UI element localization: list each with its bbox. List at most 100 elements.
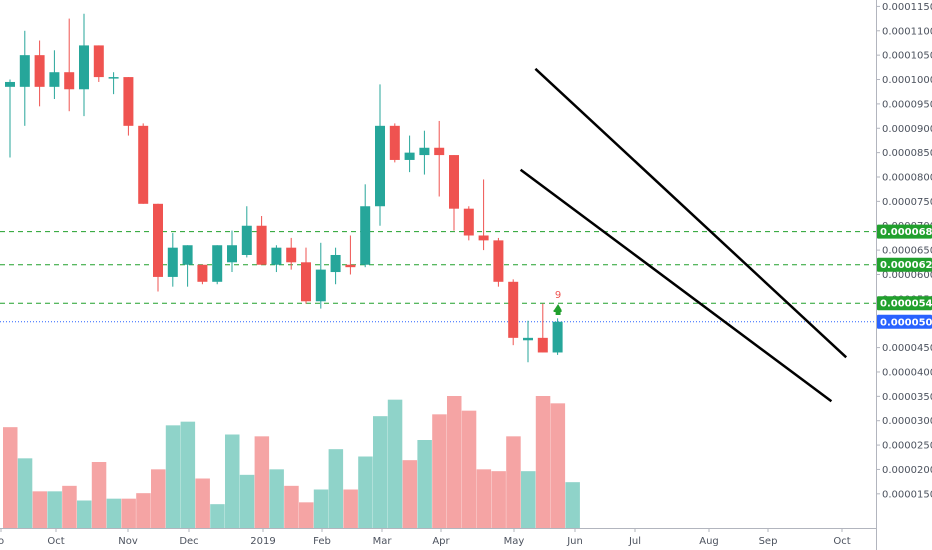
- volume-bar: [491, 471, 506, 528]
- y-tick-label: 0.0001100: [882, 26, 932, 37]
- volume-bar: [328, 449, 344, 528]
- candle-body: [271, 247, 282, 265]
- volume-bar: [358, 456, 373, 528]
- candle-body: [49, 72, 60, 87]
- x-tick-label: May: [504, 536, 525, 547]
- candle-body: [404, 152, 415, 160]
- x-tick-label: Feb: [313, 536, 331, 547]
- volume-bar: [136, 493, 151, 528]
- candle-body: [153, 203, 163, 277]
- candle-body: [241, 225, 252, 255]
- volume-bar: [210, 504, 225, 528]
- candle-body: [197, 264, 208, 282]
- x-tick-label: Apr: [432, 536, 450, 547]
- volume-bar: [180, 421, 196, 528]
- candle-body: [182, 245, 193, 265]
- candle-body: [478, 235, 489, 241]
- volume-bar: [343, 489, 358, 528]
- volume-bar: [151, 469, 166, 528]
- volume-bar: [32, 491, 48, 528]
- time-axis: o Oct Nov Dec 2019 Feb Mar Apr May Jun Jul Aug Sep Oc…: [0, 528, 876, 547]
- y-tick-label: 0.0000250: [882, 441, 932, 452]
- candle-body: [79, 45, 89, 90]
- volume-bar: [269, 469, 284, 528]
- volume-layer: [3, 396, 580, 528]
- x-tick-label: Dec: [179, 536, 198, 547]
- volume-bar: [47, 491, 62, 528]
- candle-body: [345, 264, 356, 268]
- x-tick-label: Oct: [47, 536, 64, 547]
- candle-body: [419, 147, 430, 156]
- volume-bar: [565, 482, 580, 528]
- price-level-tag: [877, 224, 932, 239]
- y-tick-label: 0.0000600: [882, 270, 932, 281]
- volume-bar: [195, 478, 210, 528]
- candle-body: [19, 55, 30, 87]
- price-axis: 0.0001150 0.0001100 0.0001050 0.0001000 0.00…: [876, 0, 932, 550]
- price-level-tag-text: 0.0000541: [880, 299, 932, 310]
- volume-bar: [3, 427, 18, 528]
- candle-body: [256, 225, 267, 265]
- volume-bar: [387, 399, 403, 528]
- candle-body: [493, 240, 504, 282]
- price-level-tag: [877, 296, 932, 311]
- x-tick-label: Aug: [699, 536, 719, 547]
- candle-body: [389, 125, 400, 160]
- last-price-tag: [877, 314, 932, 329]
- candle-body: [5, 81, 15, 87]
- candle-body: [167, 247, 178, 277]
- candle-body: [552, 321, 563, 353]
- candle-body: [301, 262, 311, 302]
- y-tick-label: 0.0000300: [882, 416, 932, 427]
- candle-body: [523, 337, 533, 341]
- price-level-tag-text: 0.0000688: [880, 227, 932, 238]
- trend-channel-line: [534, 67, 848, 359]
- volume-bar: [106, 498, 122, 528]
- candle-body: [286, 247, 297, 263]
- candle-body: [360, 206, 371, 265]
- y-tick-label: 0.0000950: [882, 99, 932, 110]
- volume-bar: [254, 436, 270, 528]
- candle-body: [108, 77, 119, 79]
- volume-bar: [447, 396, 462, 528]
- volume-bar: [77, 500, 92, 528]
- candle-body: [93, 45, 104, 78]
- volume-bar: [91, 462, 107, 528]
- y-tick-label: 0.0000850: [882, 148, 932, 159]
- volume-bar: [284, 485, 299, 528]
- candle-body: [330, 254, 341, 273]
- candle-body: [34, 55, 45, 87]
- y-tick-label: 0.0000650: [882, 246, 932, 257]
- candle-body: [227, 245, 237, 263]
- candle-body: [537, 337, 548, 353]
- candle-body: [449, 155, 459, 209]
- candle-body: [64, 72, 75, 90]
- volume-bar: [121, 498, 136, 528]
- y-tick-label: 0.0000150: [882, 489, 932, 500]
- volume-bar: [17, 458, 33, 528]
- y-tick-label: 0.0001050: [882, 51, 932, 62]
- candle-body: [315, 269, 326, 302]
- x-tick-label: 2019: [250, 536, 275, 547]
- volume-bar: [535, 396, 551, 528]
- y-tick-label: 0.0000900: [882, 124, 932, 135]
- x-tick-label: Jun: [566, 536, 583, 547]
- y-tick-label: 0.0000800: [882, 173, 932, 184]
- volume-bar: [62, 485, 77, 528]
- y-tick-label: 0.0000450: [882, 343, 932, 354]
- candles-layer: [5, 13, 563, 363]
- x-tick-label: Nov: [118, 536, 138, 547]
- candle-body: [212, 245, 223, 282]
- volume-bar: [299, 502, 314, 528]
- x-tick-label: Oct: [833, 536, 850, 547]
- y-tick-label: 0.0001000: [882, 75, 932, 86]
- y-tick-label: 0.0001150: [882, 2, 932, 13]
- x-tick-label: o: [0, 536, 4, 547]
- price-level-tag: [877, 257, 932, 272]
- volume-bar: [313, 489, 329, 528]
- volume-bar: [417, 440, 432, 528]
- y-tick-label: 0.0000200: [882, 465, 932, 476]
- x-tick-label: Sep: [759, 536, 778, 547]
